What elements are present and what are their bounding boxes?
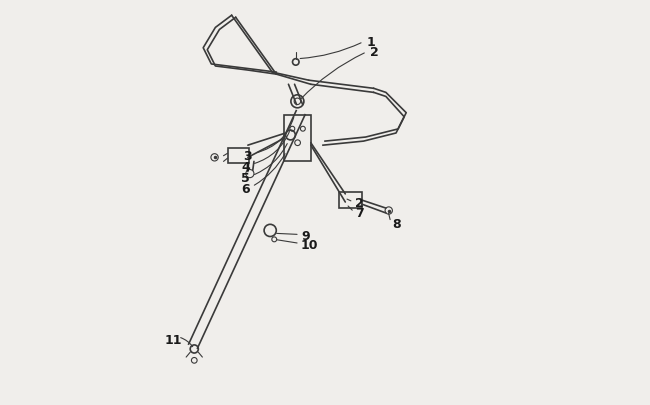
Text: 11: 11 [164,333,182,346]
Text: 8: 8 [392,217,400,230]
Text: 5: 5 [241,172,250,185]
Text: 9: 9 [301,229,309,242]
Text: 4: 4 [241,160,250,173]
Bar [339,192,361,209]
Bar [285,115,311,162]
Text: 3: 3 [243,149,252,162]
Text: 10: 10 [301,238,318,251]
Text: 2: 2 [355,197,363,210]
Text: 7: 7 [356,207,364,220]
Text: 2: 2 [370,46,378,59]
Bar [227,149,249,164]
Text: 6: 6 [241,183,250,196]
Text: 1: 1 [367,36,376,49]
